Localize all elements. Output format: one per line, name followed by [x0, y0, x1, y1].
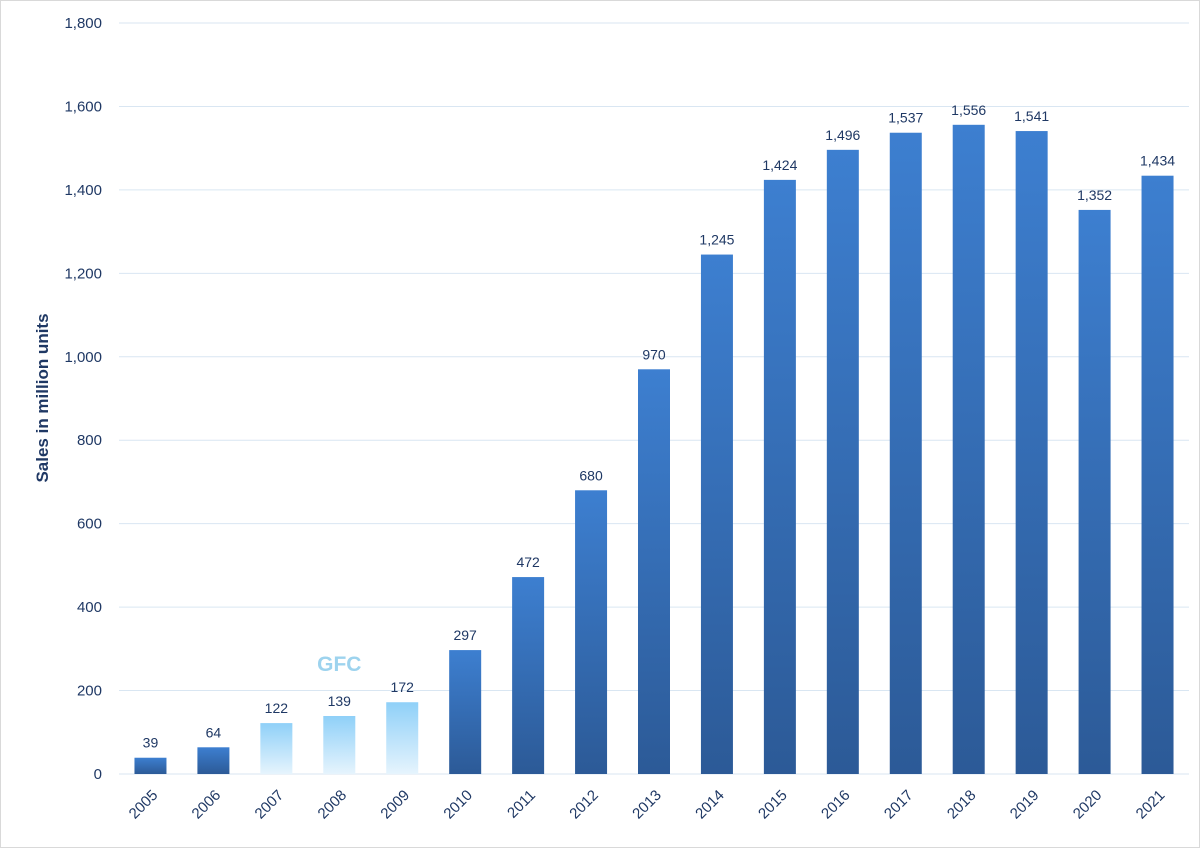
data-label-2014: 1,245: [699, 232, 734, 248]
y-tick-label: 600: [77, 516, 102, 533]
annotation-gfc: GFC: [317, 653, 361, 676]
data-label-2020: 1,352: [1077, 187, 1112, 203]
data-label-2013: 970: [642, 346, 666, 362]
data-label-2010: 297: [453, 627, 477, 643]
bar-2021: [1141, 175, 1174, 774]
x-tick-label-2021: 2021: [1133, 787, 1169, 823]
bar-2014: [700, 254, 733, 774]
x-tick-label-2011: 2011: [504, 787, 539, 822]
data-label-2011: 472: [516, 554, 540, 570]
data-labels: 39 64 122 139 172 297 472 680 970 1,245 1,424 1,496…: [143, 102, 1176, 751]
x-tick-label-2014: 2014: [692, 787, 728, 823]
x-tick-label-2012: 2012: [566, 787, 602, 823]
bar-2005: [134, 757, 167, 774]
bar-2017: [889, 132, 922, 775]
data-label-2009: 172: [391, 679, 415, 695]
data-label-2006: 64: [206, 724, 222, 740]
x-axis-ticks: 2005 2006 2007 2008 2009 2010 2011 2012 2013 2014…: [126, 787, 1169, 823]
x-tick-label-2007: 2007: [252, 787, 288, 823]
data-label-2012: 680: [579, 467, 603, 483]
bar-2019: [1015, 131, 1048, 775]
bar-2008: [323, 716, 356, 774]
data-label-2018: 1,556: [951, 102, 986, 118]
x-tick-label-2009: 2009: [377, 787, 413, 823]
x-tick-label-2017: 2017: [881, 787, 917, 823]
data-label-2005: 39: [143, 735, 159, 751]
x-tick-label-2020: 2020: [1070, 787, 1106, 823]
bar-2007: [260, 723, 293, 774]
data-label-2008: 139: [328, 693, 352, 709]
data-label-2007: 122: [265, 700, 289, 716]
y-axis-title: Sales in million units: [33, 313, 52, 482]
y-tick-label: 200: [77, 683, 102, 700]
y-tick-label: 800: [77, 432, 102, 449]
y-tick-label: 1,400: [64, 182, 102, 199]
bar-2006: [197, 747, 230, 774]
y-tick-label: 0: [94, 766, 102, 783]
x-tick-label-2015: 2015: [755, 787, 791, 823]
x-tick-label-2005: 2005: [126, 787, 162, 823]
x-tick-label-2006: 2006: [189, 787, 225, 823]
bar-2009: [386, 702, 419, 774]
bar-2015: [763, 179, 796, 774]
x-tick-label-2018: 2018: [944, 787, 980, 823]
y-tick-label: 1,000: [64, 349, 102, 366]
data-label-2019: 1,541: [1014, 108, 1049, 124]
data-label-2016: 1,496: [825, 127, 860, 143]
annotations: GFC: [317, 653, 361, 676]
y-tick-label: 1,600: [64, 98, 102, 115]
data-label-2021: 1,434: [1140, 153, 1175, 169]
x-tick-label-2008: 2008: [315, 787, 351, 823]
y-tick-label: 1,200: [64, 265, 102, 282]
bar-2013: [638, 369, 670, 774]
bar-2020: [1078, 209, 1111, 775]
x-tick-label-2016: 2016: [818, 787, 854, 823]
bar-2011: [512, 577, 545, 774]
y-tick-label: 400: [77, 599, 102, 616]
bar-2012: [575, 490, 608, 774]
bar-2010: [449, 650, 482, 774]
data-label-2017: 1,537: [888, 110, 923, 126]
y-axis-ticks: 0 200 400 600 800 1,000 1,200 1,400 1,600 1,800: [64, 15, 102, 783]
bar-2016: [826, 149, 859, 774]
bars: [134, 124, 1174, 775]
y-tick-label: 1,800: [64, 15, 102, 32]
data-label-2015: 1,424: [762, 157, 797, 173]
x-tick-label-2013: 2013: [629, 787, 665, 823]
x-tick-label-2019: 2019: [1007, 787, 1043, 823]
x-tick-label-2010: 2010: [440, 787, 476, 823]
bar-2018: [952, 124, 985, 774]
